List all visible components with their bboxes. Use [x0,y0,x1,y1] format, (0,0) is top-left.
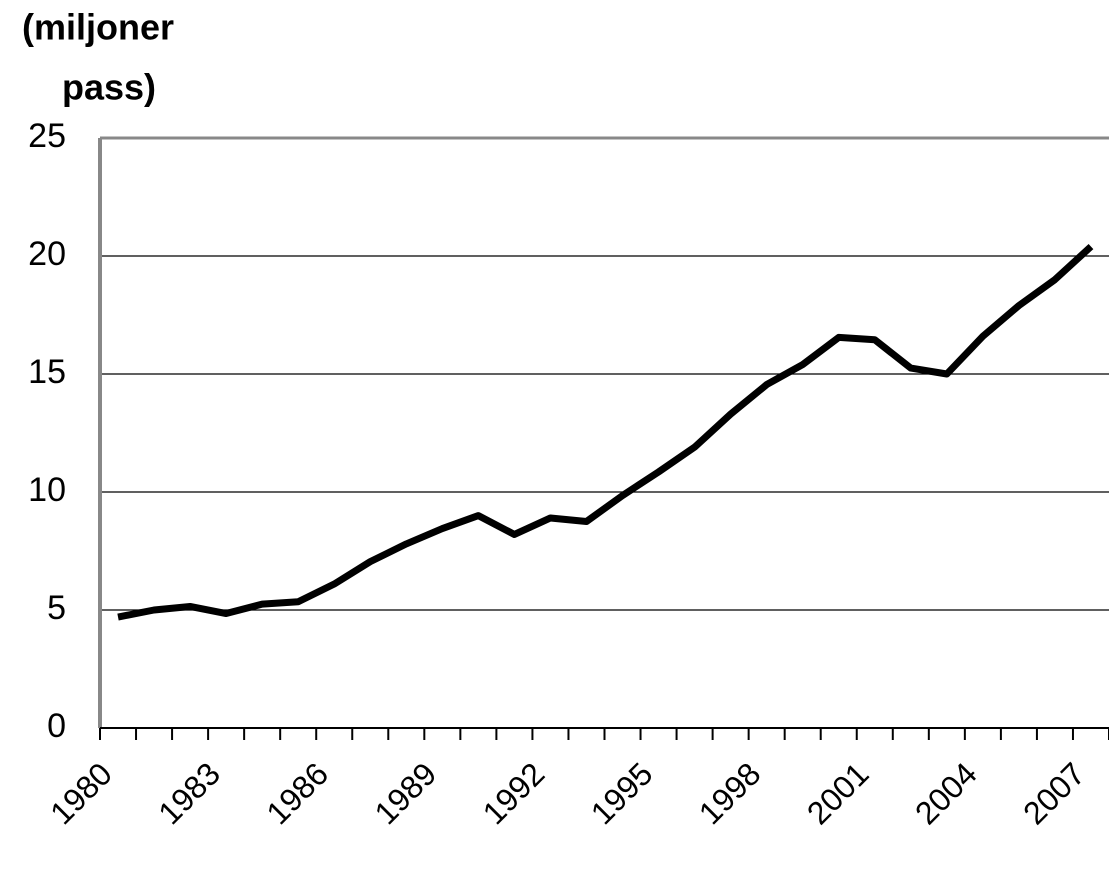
data-line [117,243,1094,621]
y-tick-label: 25 [28,117,66,155]
y-tick-label: 0 [47,707,66,745]
x-tick-label: 1992 [476,755,552,831]
x-tick-label: 1995 [584,755,660,831]
x-tick-label: 2004 [908,755,984,831]
x-tick-label: 2001 [800,755,876,831]
y-tick-label: 15 [28,353,66,391]
y-tick-label: 5 [47,589,66,627]
x-tick-label: 1986 [259,755,335,831]
x-tick-label: 2007 [1016,755,1092,831]
y-tick-label: 10 [28,471,66,509]
y-axis-title: pass) [62,67,156,108]
y-tick-label: 20 [28,235,66,273]
x-tick-label: 1989 [367,755,443,831]
x-tick-label: 1980 [43,755,119,831]
x-tick-label: 1983 [151,755,227,831]
y-axis-title: (miljoner [22,7,174,48]
x-tick-label: 1998 [692,755,768,831]
